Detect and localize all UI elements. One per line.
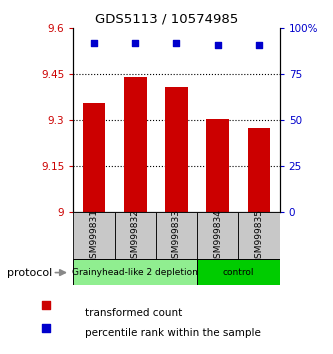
Bar	[238, 212, 280, 260]
Text: transformed count: transformed count	[85, 308, 182, 318]
Text: GSM999832: GSM999832	[131, 209, 140, 264]
Bar	[83, 103, 105, 212]
Point	[91, 40, 97, 46]
Text: GSM999835: GSM999835	[254, 209, 264, 264]
Bar	[165, 87, 188, 212]
Bar	[124, 78, 147, 212]
Text: percentile rank within the sample: percentile rank within the sample	[85, 328, 261, 338]
Text: Grainyhead-like 2 depletion: Grainyhead-like 2 depletion	[72, 268, 198, 277]
Point	[215, 42, 220, 48]
Bar	[197, 259, 280, 285]
Text: GSM999831: GSM999831	[89, 209, 99, 264]
Point	[256, 42, 262, 48]
Bar	[73, 259, 197, 285]
Bar	[197, 212, 238, 260]
Bar	[73, 212, 115, 260]
Text: GSM999834: GSM999834	[213, 209, 222, 264]
Bar	[206, 119, 229, 212]
Bar	[156, 212, 197, 260]
Text: GDS5113 / 10574985: GDS5113 / 10574985	[95, 12, 238, 25]
Point	[43, 326, 49, 331]
Text: GSM999833: GSM999833	[172, 209, 181, 264]
Point	[43, 302, 49, 308]
Text: control: control	[223, 268, 254, 277]
Bar	[248, 128, 270, 212]
Text: protocol: protocol	[7, 268, 52, 278]
Bar	[115, 212, 156, 260]
Point	[174, 40, 179, 46]
Point	[133, 40, 138, 46]
